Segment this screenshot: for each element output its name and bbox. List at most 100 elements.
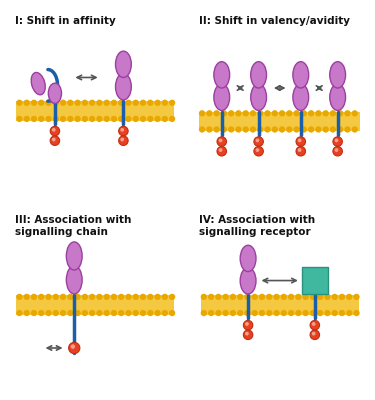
Circle shape [221, 110, 227, 116]
Circle shape [140, 294, 146, 300]
Circle shape [82, 294, 88, 300]
Circle shape [252, 310, 258, 316]
Circle shape [272, 126, 278, 133]
Circle shape [38, 100, 44, 106]
Circle shape [332, 310, 338, 316]
Circle shape [217, 146, 226, 156]
Circle shape [337, 126, 344, 133]
Ellipse shape [31, 72, 45, 95]
Circle shape [344, 110, 351, 116]
Circle shape [45, 100, 52, 106]
Circle shape [38, 310, 44, 316]
Circle shape [96, 100, 103, 106]
Circle shape [53, 294, 59, 300]
Circle shape [317, 294, 323, 300]
Circle shape [293, 126, 300, 133]
Ellipse shape [293, 84, 309, 110]
Circle shape [45, 116, 52, 122]
FancyBboxPatch shape [16, 101, 174, 120]
Circle shape [322, 126, 329, 133]
Circle shape [337, 110, 344, 116]
Circle shape [219, 148, 222, 152]
Circle shape [254, 146, 263, 156]
Circle shape [111, 310, 117, 316]
Circle shape [264, 110, 271, 116]
Circle shape [16, 310, 22, 316]
Circle shape [147, 310, 153, 316]
Circle shape [288, 294, 294, 300]
Circle shape [67, 310, 74, 316]
Circle shape [322, 110, 329, 116]
Circle shape [24, 116, 30, 122]
Circle shape [334, 148, 338, 152]
Circle shape [352, 126, 358, 133]
FancyBboxPatch shape [201, 295, 359, 315]
Ellipse shape [48, 83, 62, 103]
Circle shape [104, 116, 110, 122]
Circle shape [339, 294, 345, 300]
Ellipse shape [240, 268, 256, 294]
Circle shape [266, 310, 272, 316]
Circle shape [230, 294, 236, 300]
Circle shape [245, 322, 249, 326]
Circle shape [243, 110, 249, 116]
Circle shape [67, 100, 74, 106]
Circle shape [279, 126, 285, 133]
Circle shape [310, 330, 320, 340]
Circle shape [31, 100, 37, 106]
Circle shape [52, 138, 56, 142]
Circle shape [279, 110, 285, 116]
Circle shape [140, 310, 146, 316]
Circle shape [154, 100, 161, 106]
Ellipse shape [330, 62, 345, 88]
Circle shape [228, 126, 234, 133]
Circle shape [344, 126, 351, 133]
Circle shape [60, 294, 66, 300]
Circle shape [266, 294, 272, 300]
Circle shape [125, 310, 132, 316]
Circle shape [303, 294, 309, 300]
Circle shape [125, 100, 132, 106]
Circle shape [201, 310, 207, 316]
Circle shape [353, 310, 360, 316]
Circle shape [310, 320, 320, 330]
Circle shape [286, 126, 292, 133]
Circle shape [133, 100, 139, 106]
Circle shape [118, 310, 124, 316]
Circle shape [199, 126, 205, 133]
Circle shape [104, 310, 110, 316]
Circle shape [244, 294, 250, 300]
Circle shape [31, 294, 37, 300]
Circle shape [213, 126, 220, 133]
Circle shape [295, 310, 302, 316]
Circle shape [147, 116, 153, 122]
Circle shape [67, 294, 74, 300]
Circle shape [162, 100, 168, 106]
Circle shape [312, 322, 315, 326]
Circle shape [89, 294, 95, 300]
Ellipse shape [251, 84, 267, 110]
Circle shape [154, 294, 161, 300]
Circle shape [222, 310, 229, 316]
Circle shape [75, 294, 81, 300]
Ellipse shape [293, 62, 309, 88]
Circle shape [255, 138, 260, 142]
Circle shape [154, 310, 161, 316]
Circle shape [295, 294, 302, 300]
Circle shape [352, 110, 358, 116]
Ellipse shape [240, 245, 256, 272]
Circle shape [120, 138, 124, 142]
Circle shape [118, 100, 124, 106]
Ellipse shape [66, 266, 82, 294]
Circle shape [162, 294, 168, 300]
Circle shape [133, 310, 139, 316]
Circle shape [228, 110, 234, 116]
Text: I: Shift in affinity: I: Shift in affinity [15, 16, 115, 26]
Circle shape [353, 294, 360, 300]
Circle shape [257, 126, 263, 133]
Circle shape [104, 294, 110, 300]
Circle shape [147, 100, 153, 106]
Circle shape [16, 294, 22, 300]
Circle shape [237, 294, 243, 300]
Circle shape [162, 310, 168, 316]
